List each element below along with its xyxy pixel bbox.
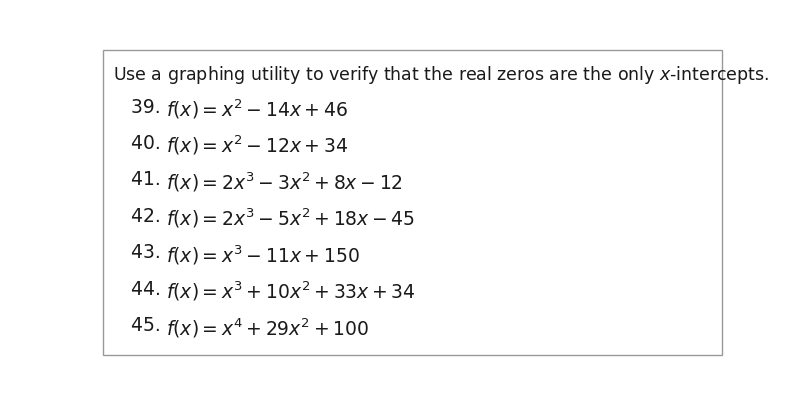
Text: Use a graphing utility to verify that the real zeros are the only $x$-intercepts: Use a graphing utility to verify that th… <box>113 64 770 86</box>
Text: $f(x) = x^4 + 29x^2 + 100$: $f(x) = x^4 + 29x^2 + 100$ <box>166 316 369 340</box>
Text: 39.: 39. <box>131 97 166 117</box>
Text: $f(x) = 2x^3 - 5x^2 + 18x - 45$: $f(x) = 2x^3 - 5x^2 + 18x - 45$ <box>166 207 416 230</box>
Text: $f(x) = x^2 - 14x + 46$: $f(x) = x^2 - 14x + 46$ <box>166 97 348 121</box>
Text: $f(x) = x^3 - 11x + 150$: $f(x) = x^3 - 11x + 150$ <box>166 243 360 267</box>
FancyBboxPatch shape <box>103 50 722 355</box>
Text: 41.: 41. <box>131 170 167 189</box>
Text: 42.: 42. <box>131 207 167 226</box>
Text: 45.: 45. <box>131 316 167 335</box>
Text: 44.: 44. <box>131 280 167 299</box>
Text: 40.: 40. <box>131 134 167 153</box>
Text: 43.: 43. <box>131 243 167 262</box>
Text: $f(x) = x^3 + 10x^2 + 33x + 34$: $f(x) = x^3 + 10x^2 + 33x + 34$ <box>166 280 416 303</box>
Text: $f(x) = 2x^3 - 3x^2 + 8x - 12$: $f(x) = 2x^3 - 3x^2 + 8x - 12$ <box>166 170 403 194</box>
Text: $f(x) = x^2 - 12x + 34$: $f(x) = x^2 - 12x + 34$ <box>166 134 348 158</box>
